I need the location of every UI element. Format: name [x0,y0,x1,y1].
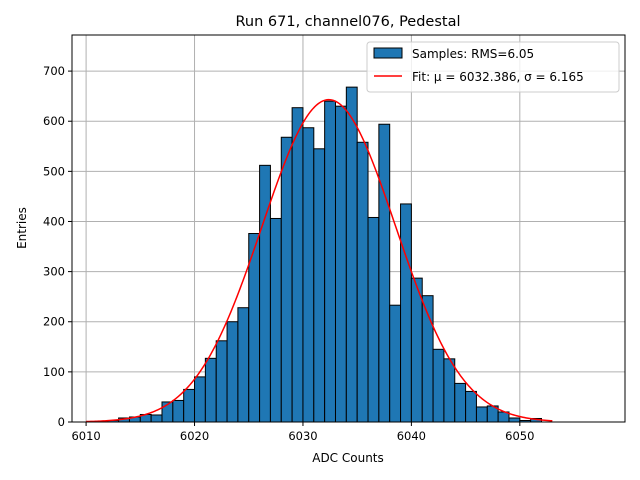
y-tick-label: 300 [43,265,65,279]
histogram-bar [443,358,456,423]
y-tick-label: 200 [43,315,65,329]
x-axis-label: ADC Counts [312,451,384,465]
y-tick-label: 700 [43,64,65,78]
x-tick-label: 6020 [180,429,209,443]
y-axis-label: Entries [15,207,29,249]
gaussian-fit-curve [86,98,553,423]
histogram-bar [324,100,336,423]
histogram-bar [313,148,326,423]
histogram-bar [204,357,217,423]
histogram-bar [454,382,467,423]
legend: Samples: RMS=6.05 Fit: μ = 6032.386, σ =… [366,41,620,93]
histogram-bar [194,376,206,423]
histogram-bar [291,107,304,423]
histogram-bar [465,390,477,423]
histogram-bar [150,414,163,423]
x-tick-label: 6010 [71,429,100,443]
histogram-bar [367,216,380,423]
histogram-bar [378,123,391,423]
x-tick-label: 6050 [505,429,534,443]
histogram-bar [183,388,196,423]
legend-fit-label: Fit: μ = 6032.386, σ = 6.165 [412,70,584,84]
histogram-bar [475,406,488,423]
histogram-bar [280,136,293,423]
y-tick-label: 500 [43,164,65,178]
histogram-bar [172,399,185,423]
histogram-bar [226,321,239,423]
y-tick-label: 600 [43,114,65,128]
y-tick-label: 0 [58,415,65,429]
histogram-bar [432,348,445,423]
histogram-bar [410,277,423,423]
y-tick-label: 100 [43,365,65,379]
legend-histogram-label: Samples: RMS=6.05 [412,47,534,61]
histogram-bar [259,164,271,423]
histogram-bar [400,203,412,423]
legend-box [366,41,620,93]
histogram-bar [334,105,347,423]
histogram-bar [508,417,521,423]
x-axis-ticks: 6010 6020 6030 6040 6050 [71,422,534,443]
histogram-bar [356,141,369,423]
histogram-bars [107,86,543,423]
histogram-bar [302,127,315,423]
x-tick-label: 6040 [397,429,426,443]
histogram-bar [237,307,250,423]
plot-frame [71,34,626,423]
y-tick-label: 400 [43,214,65,228]
histogram-bar [215,340,228,423]
x-tick-label: 6030 [288,429,317,443]
chart-title: Run 671, channel076, Pedestal [235,14,460,30]
histogram-bar [269,217,282,423]
legend-histogram-swatch [373,47,403,59]
histogram-bar [345,86,358,423]
y-axis-ticks: 0 100 200 300 400 500 600 700 [43,64,72,429]
histogram-bar [389,304,402,423]
